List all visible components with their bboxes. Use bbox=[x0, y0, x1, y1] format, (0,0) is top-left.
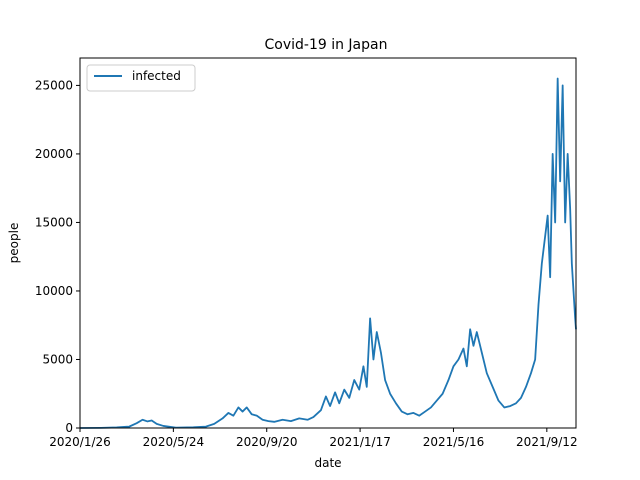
y-tick-label: 25000 bbox=[35, 78, 73, 92]
y-tick-label: 0 bbox=[65, 421, 73, 435]
legend: infected bbox=[86, 64, 196, 92]
x-tick-label: 2021/9/12 bbox=[516, 435, 578, 449]
y-axis-label: people bbox=[7, 223, 21, 264]
x-axis-label: date bbox=[314, 456, 341, 470]
plot-background bbox=[80, 58, 576, 428]
series-line-infected bbox=[79, 77, 577, 429]
x-tick-label: 2021/1/17 bbox=[329, 435, 391, 449]
x-tick-label: 2020/1/26 bbox=[49, 435, 111, 449]
chart-title: Covid-19 in Japan bbox=[265, 37, 388, 53]
x-tick-label: 2021/5/16 bbox=[423, 435, 485, 449]
x-tick-label: 2020/5/24 bbox=[143, 435, 205, 449]
y-tick-label: 20000 bbox=[35, 147, 73, 161]
series-layer bbox=[79, 77, 577, 429]
x-axis: 2020/1/26 2020/5/24 2020/9/20 2021/1/17 2021… bbox=[49, 428, 578, 449]
axes-frame bbox=[79, 57, 577, 429]
y-tick-label: 10000 bbox=[35, 284, 73, 298]
x-tick-label: 2020/9/20 bbox=[236, 435, 298, 449]
y-tick-label: 15000 bbox=[35, 215, 73, 229]
y-tick-label: 5000 bbox=[42, 352, 73, 366]
y-axis: 0 5000 10000 15000 20000 25000 bbox=[35, 78, 80, 435]
legend-label-infected: infected bbox=[132, 69, 181, 83]
plot-area bbox=[79, 57, 577, 429]
legend-box bbox=[86, 64, 196, 92]
